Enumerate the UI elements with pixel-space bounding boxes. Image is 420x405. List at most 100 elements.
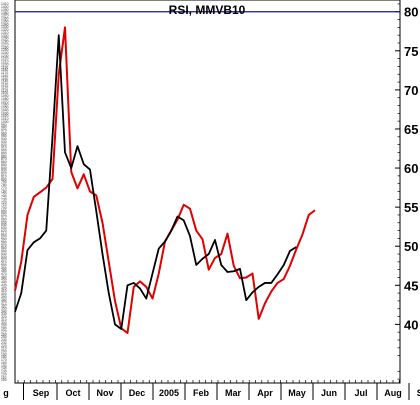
left-scale-label: 490 <box>1 266 7 270</box>
left-scale-label: 260 <box>1 332 7 336</box>
left-scale-label: 1120 <box>1 85 8 89</box>
left-scale-label: 1050 <box>1 106 9 110</box>
x-tick-label: Nov <box>96 388 113 398</box>
left-scale-label: 1190 <box>1 65 8 69</box>
left-scale-label: 1140 <box>1 80 8 84</box>
left-scale-label: 810 <box>1 174 7 178</box>
left-scale-label: 430 <box>1 283 7 287</box>
left-scale-label: 410 <box>1 289 7 293</box>
left-scale-label: 670 <box>1 215 7 219</box>
chart-title: RSI, MMVB10 <box>169 3 246 17</box>
left-scale-label: 1240 <box>1 51 9 55</box>
left-scale-label: 720 <box>1 200 7 204</box>
left-scale-label: 1270 <box>1 42 9 46</box>
left-scale-label: 250 <box>1 335 7 339</box>
left-minor-scale: 1410140013901380137013601350134013301320… <box>1 2 9 382</box>
left-scale-label: 900 <box>1 149 7 153</box>
x-tick-label: g <box>3 388 9 398</box>
left-scale-label: 240 <box>1 338 7 342</box>
left-scale-label: 150 <box>1 364 7 368</box>
left-scale-label: 970 <box>1 128 7 132</box>
left-scale-label: 890 <box>1 151 7 155</box>
left-scale-label: 230 <box>1 341 7 345</box>
left-scale-label: 600 <box>1 235 7 239</box>
plot-frame <box>14 0 401 384</box>
x-tick-label: Sep <box>417 388 420 398</box>
left-scale-label: 330 <box>1 312 7 316</box>
left-scale-label: 660 <box>1 217 7 221</box>
x-tick-label: Feb <box>193 388 210 398</box>
left-scale-label: 420 <box>1 286 7 290</box>
left-scale-label: 1340 <box>1 22 9 26</box>
left-scale-label: 520 <box>1 258 7 262</box>
left-scale-label: 560 <box>1 246 7 250</box>
left-scale-label: 780 <box>1 183 7 187</box>
left-scale-label: 140 <box>1 367 7 371</box>
left-scale-label: 510 <box>1 261 7 265</box>
left-scale-label: 130 <box>1 370 7 374</box>
x-tick-label: Mar <box>225 388 242 398</box>
left-scale-label: 350 <box>1 306 7 310</box>
x-tick-label: May <box>288 388 306 398</box>
left-scale-label: 300 <box>1 321 7 325</box>
left-scale-label: 1280 <box>1 40 9 44</box>
y-axis: 40 45 50 55 60 65 70 75 80 <box>395 3 418 380</box>
left-scale-label: 290 <box>1 324 7 328</box>
y-tick-label: 75 <box>404 44 418 59</box>
left-scale-label: 1130 <box>1 83 8 87</box>
left-scale-label: 1320 <box>1 28 9 32</box>
left-scale-label: 1210 <box>1 60 9 64</box>
left-scale-label: 1390 <box>1 8 9 12</box>
left-scale-label: 870 <box>1 157 7 161</box>
x-tick-label: Apr <box>257 388 273 398</box>
y-tick-label: 45 <box>404 278 418 293</box>
left-scale-label: 1290 <box>1 37 9 41</box>
left-scale-label: 460 <box>1 275 7 279</box>
left-scale-label: 990 <box>1 123 7 127</box>
left-scale-label: 1410 <box>1 2 9 6</box>
left-scale-label: 190 <box>1 352 7 356</box>
left-scale-label: 500 <box>1 263 7 267</box>
left-scale-label: 610 <box>1 232 7 236</box>
y-tick-label: 55 <box>404 200 418 215</box>
left-scale-label: 1260 <box>1 45 9 49</box>
left-scale-label: 850 <box>1 163 7 167</box>
left-scale-label: 1230 <box>1 54 9 58</box>
left-scale-label: 1040 <box>1 108 9 112</box>
left-scale-label: 450 <box>1 278 7 282</box>
left-scale-label: 710 <box>1 203 7 207</box>
left-scale-label: 920 <box>1 143 7 147</box>
left-scale-label: 110 <box>1 375 7 379</box>
left-scale-label: 650 <box>1 220 7 224</box>
left-scale-label: 590 <box>1 238 7 242</box>
left-scale-label: 940 <box>1 137 7 141</box>
left-scale-label: 1060 <box>1 103 9 107</box>
left-scale-label: 1220 <box>1 57 9 61</box>
left-scale-label: 1200 <box>1 62 9 66</box>
left-scale-label: 400 <box>1 292 7 296</box>
left-scale-label: 1360 <box>1 17 9 21</box>
left-scale-label: 1330 <box>1 25 9 29</box>
left-scale-label: 540 <box>1 252 7 256</box>
left-scale-label: 960 <box>1 131 7 135</box>
left-scale-label: 630 <box>1 226 7 230</box>
left-scale-label: 1370 <box>1 14 9 18</box>
left-scale-label: 740 <box>1 195 7 199</box>
left-scale-label: 820 <box>1 172 7 176</box>
left-scale-label: 280 <box>1 327 7 331</box>
left-scale-label: 620 <box>1 229 7 233</box>
series-line-black <box>14 34 297 330</box>
x-axis: g Sep Oct Nov Dec 2005 Feb Mar Apr May Jun Jul Aug Se… <box>3 380 420 400</box>
left-scale-label: 270 <box>1 329 7 333</box>
y-tick-label: 80 <box>404 5 418 20</box>
left-scale-label: 550 <box>1 249 7 253</box>
left-scale-label: 470 <box>1 272 7 276</box>
x-tick-label: Dec <box>129 388 146 398</box>
left-scale-label: 340 <box>1 309 7 313</box>
x-tick-label: 2005 <box>159 388 179 398</box>
left-scale-label: 1310 <box>1 31 9 35</box>
left-scale-label: 980 <box>1 126 7 130</box>
left-scale-label: 730 <box>1 197 7 201</box>
y-tick-label: 65 <box>404 122 418 137</box>
